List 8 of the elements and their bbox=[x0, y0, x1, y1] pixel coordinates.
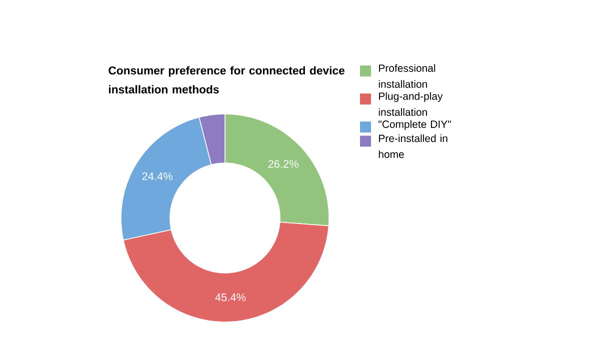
legend-label: "Complete DIY" bbox=[378, 120, 451, 130]
legend-label: Professional installation bbox=[378, 64, 436, 88]
legend-label: Plug-and-play installation bbox=[378, 92, 443, 116]
legend-label: Pre-installed in home bbox=[378, 134, 448, 158]
data-label: 26.2% bbox=[268, 160, 298, 168]
data-label: 24.4% bbox=[142, 172, 172, 180]
text: Consumer preference for connected device installation methods bbox=[108, 66, 344, 94]
data-label: 45.4% bbox=[215, 293, 246, 302]
